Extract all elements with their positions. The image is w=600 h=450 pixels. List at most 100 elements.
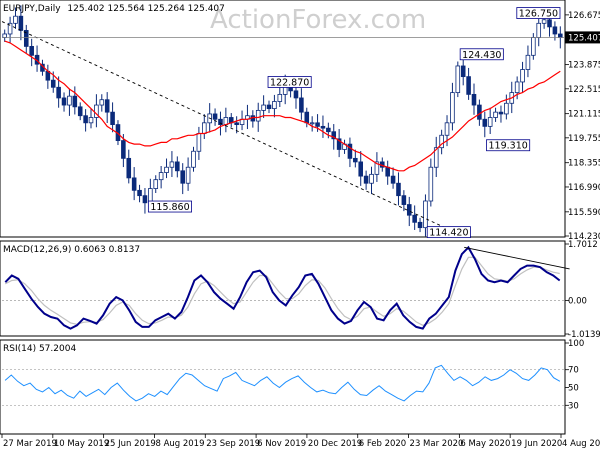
annotation-label: 122.870 [270, 77, 309, 88]
last-price-label: 125.407 [568, 33, 600, 43]
candle-body [552, 26, 558, 35]
candle-body [2, 33, 7, 38]
candle-body [50, 79, 56, 88]
candle-body [460, 65, 466, 78]
candle-body [363, 175, 369, 184]
candle-body [423, 200, 428, 229]
rsi-tick-label: 50 [568, 384, 579, 394]
macd-tick-label: 0.00 [568, 296, 587, 306]
annotation-label: 124.430 [462, 50, 501, 61]
macd-line [4, 245, 561, 330]
candle-body [201, 122, 207, 134]
price-candle [428, 158, 434, 207]
annotation-label: 119.310 [489, 141, 528, 152]
price-candle [131, 167, 137, 201]
annotation-label: 126.750 [519, 9, 558, 20]
price-annotation: 115.860 [147, 200, 192, 213]
price-tick-label: 115.590 [568, 208, 600, 218]
candle-body [433, 147, 439, 168]
annotation-box [147, 200, 192, 213]
price-candle [72, 86, 78, 115]
candle-body [493, 111, 498, 118]
price-annotation: 119.310 [486, 139, 531, 152]
candle-body [7, 22, 13, 35]
candle-body [23, 30, 29, 47]
price-candle [191, 146, 196, 172]
price-candle [56, 76, 61, 108]
candle-body [541, 19, 547, 24]
candle-body [293, 90, 299, 99]
candle-body [104, 99, 110, 113]
price-candle [309, 116, 315, 132]
candle-body [110, 111, 115, 125]
candle-body [218, 118, 223, 125]
last-price-badge [565, 31, 600, 44]
price-candle [401, 190, 407, 212]
price-candle [396, 172, 401, 206]
price-trendline [1, 21, 450, 230]
candle-body [185, 166, 191, 184]
price-candle [417, 217, 423, 233]
candle-body [309, 122, 315, 125]
candle-body [558, 33, 563, 38]
price-candle [7, 16, 13, 43]
x-tick-label: 6 Feb 2020 [359, 439, 407, 449]
rsi-panel [0, 339, 566, 435]
candle-body [514, 81, 520, 94]
candle-body [88, 117, 94, 124]
x-tick-label: 20 Dec 2019 [308, 439, 362, 449]
price-tick-label: 119.755 [568, 134, 600, 144]
candle-body [369, 173, 374, 184]
macd-title: MACD(12,26,9) 0.6063 0.8137 [3, 245, 140, 255]
x-tick-label: 25 Jun 2019 [105, 439, 156, 449]
candle-body [72, 95, 78, 108]
x-tick-label: 23 Sep 2019 [206, 439, 260, 449]
candle-body [390, 175, 396, 184]
candle-body [131, 177, 137, 191]
candle-body [175, 161, 180, 172]
candle-body [261, 104, 266, 111]
price-candle [369, 166, 374, 195]
candle-body [212, 113, 218, 120]
price-annotation: 126.750 [516, 7, 561, 20]
rsi-tick-label: 70 [568, 366, 579, 376]
price-symbol: EURJPY,Daily [3, 4, 61, 14]
candle-body [417, 221, 423, 229]
price-candle [83, 109, 88, 132]
rsi-line [4, 364, 561, 402]
price-candle [212, 108, 218, 126]
price-candle [185, 157, 191, 191]
candle-body [385, 166, 390, 177]
price-candle [13, 7, 18, 29]
price-candle [455, 61, 461, 98]
candle-body [126, 157, 132, 179]
candle-body [358, 161, 364, 177]
candle-body [13, 15, 18, 24]
price-candle [358, 151, 364, 186]
candle-body [320, 125, 326, 129]
candle-body [466, 76, 471, 95]
price-candle [61, 92, 67, 112]
price-candle [266, 100, 272, 114]
price-candle [104, 92, 110, 123]
candle-body [191, 150, 196, 168]
price-candle [153, 175, 159, 194]
candle-body [180, 170, 185, 184]
axis-layer: 126.675 125.407 123.875 122.515 121.115 119.7… [1, 11, 600, 449]
candle-body [396, 182, 401, 197]
price-candle [374, 152, 380, 182]
price-candle [423, 194, 428, 237]
price-candle [142, 188, 148, 214]
price-tick-label: 126.675 [568, 11, 600, 21]
candle-body [471, 93, 477, 106]
price-candle [67, 88, 72, 116]
price-candle [450, 82, 455, 131]
moving-average-line [4, 40, 561, 172]
price-candle [525, 45, 531, 78]
price-candle [315, 114, 320, 132]
candle-body [477, 104, 482, 120]
price-candle [320, 115, 326, 138]
price-tick-label: 121.115 [568, 110, 600, 120]
candle-body [374, 161, 380, 175]
